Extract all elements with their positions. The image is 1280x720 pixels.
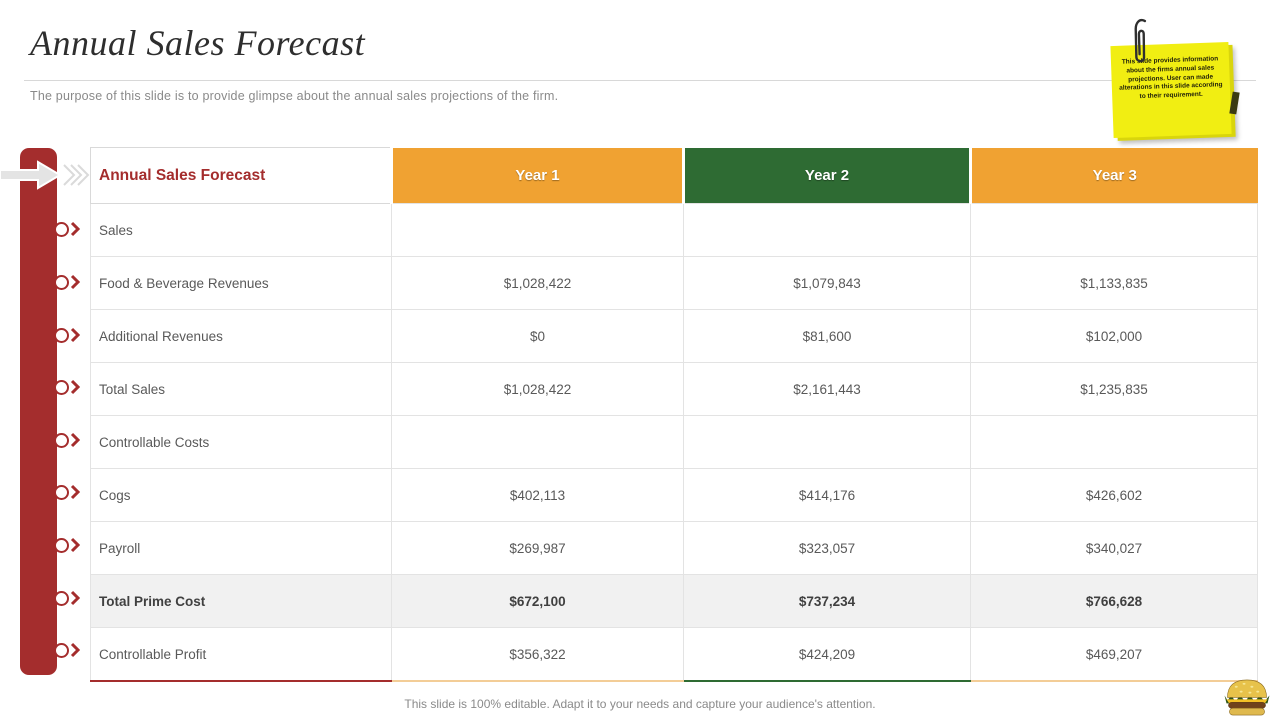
marker-dot-icon [54, 327, 69, 343]
left-accent-bar [20, 148, 57, 675]
marker-dot-icon [54, 379, 69, 395]
table-row: Payroll $269,987 $323,057 $340,027 [90, 521, 1258, 575]
marker-dot-icon [54, 537, 69, 553]
row-marker-icon [54, 484, 80, 500]
table-row: Sales [90, 203, 1258, 257]
value-cell: $426,602 [970, 468, 1258, 522]
row-marker-icon [54, 432, 80, 448]
value-cell: $323,057 [683, 521, 971, 575]
marker-dot-icon [54, 590, 69, 606]
value-cell: $424,209 [683, 627, 971, 682]
value-cell [683, 203, 971, 257]
footer-note: This slide is 100% editable. Adapt it to… [404, 697, 876, 711]
table-row: Food & Beverage Revenues $1,028,422 $1,079… [90, 256, 1258, 310]
column-header-year1: Year 1 [390, 147, 684, 204]
table-header-row: Annual Sales Forecast Year 1 Year 2 Year… [90, 147, 1258, 204]
row-label-cell: Cogs [90, 468, 392, 522]
table-row: Cogs $402,113 $414,176 $426,602 [90, 468, 1258, 522]
value-cell [683, 415, 971, 469]
arrow-right-icon [0, 160, 90, 190]
row-label-cell: Food & Beverage Revenues [90, 256, 392, 310]
chevron-right-icon [70, 379, 80, 395]
sticky-note-shadow [1229, 91, 1240, 115]
row-marker-icon [54, 274, 80, 290]
value-cell: $672,100 [391, 574, 684, 628]
page-title: Annual Sales Forecast [30, 23, 366, 63]
value-cell: $269,987 [391, 521, 684, 575]
row-label-cell: Controllable Profit [90, 627, 392, 682]
chevron-right-icon [70, 221, 80, 237]
chevron-right-icon [70, 642, 80, 658]
row-label-cell: Total Prime Cost [90, 574, 392, 628]
marker-dot-icon [54, 274, 69, 290]
value-cell [391, 203, 684, 257]
chevron-right-icon [70, 590, 80, 606]
chevron-right-icon [70, 274, 80, 290]
table-title-cell: Annual Sales Forecast [90, 147, 392, 204]
row-marker-icon [54, 221, 80, 237]
value-cell [970, 203, 1258, 257]
marker-dot-icon [54, 432, 69, 448]
value-cell: $1,235,835 [970, 362, 1258, 416]
value-cell: $469,207 [970, 627, 1258, 682]
table-row: Additional Revenues $0 $81,600 $102,000 [90, 309, 1258, 363]
chevron-right-icon [70, 432, 80, 448]
marker-dot-icon [54, 484, 69, 500]
row-label-cell: Sales [90, 203, 392, 257]
column-header-year3: Year 3 [969, 147, 1258, 204]
value-cell: $737,234 [683, 574, 971, 628]
value-cell [970, 415, 1258, 469]
table-row: Controllable Profit $356,322 $424,209 $469,… [90, 627, 1258, 682]
value-cell: $402,113 [391, 468, 684, 522]
value-cell: $81,600 [683, 309, 971, 363]
value-cell [391, 415, 684, 469]
value-cell: $1,028,422 [391, 256, 684, 310]
marker-dot-icon [54, 642, 69, 658]
row-marker-icon [54, 379, 80, 395]
table-row: Controllable Costs [90, 415, 1258, 469]
value-cell: $0 [391, 309, 684, 363]
row-marker-icon [54, 642, 80, 658]
chevron-right-icon [70, 327, 80, 343]
paperclip-icon [1134, 18, 1147, 63]
chevron-right-icon [70, 484, 80, 500]
value-cell: $766,628 [970, 574, 1258, 628]
value-cell: $1,028,422 [391, 362, 684, 416]
value-cell: $414,176 [683, 468, 971, 522]
row-marker-icon [54, 537, 80, 553]
value-cell: $356,322 [391, 627, 684, 682]
slide-subtitle: The purpose of this slide is to provide … [30, 89, 559, 103]
column-header-year2: Year 2 [682, 147, 971, 204]
row-marker-icon [54, 327, 80, 343]
marker-dot-icon [54, 221, 69, 237]
hamburger-icon [1224, 679, 1270, 716]
value-cell: $1,133,835 [970, 256, 1258, 310]
row-label-cell: Additional Revenues [90, 309, 392, 363]
value-cell: $340,027 [970, 521, 1258, 575]
row-label-cell: Total Sales [90, 362, 392, 416]
sales-forecast-table: Annual Sales Forecast Year 1 Year 2 Year… [90, 147, 1258, 682]
value-cell: $2,161,443 [683, 362, 971, 416]
chevron-right-icon [70, 537, 80, 553]
value-cell: $1,079,843 [683, 256, 971, 310]
table-row: Total Sales $1,028,422 $2,161,443 $1,235,83… [90, 362, 1258, 416]
table-row: Total Prime Cost $672,100 $737,234 $766,628 [90, 574, 1258, 628]
row-label-cell: Payroll [90, 521, 392, 575]
title-divider [24, 80, 1256, 81]
row-marker-icon [54, 590, 80, 606]
row-label-cell: Controllable Costs [90, 415, 392, 469]
value-cell: $102,000 [970, 309, 1258, 363]
